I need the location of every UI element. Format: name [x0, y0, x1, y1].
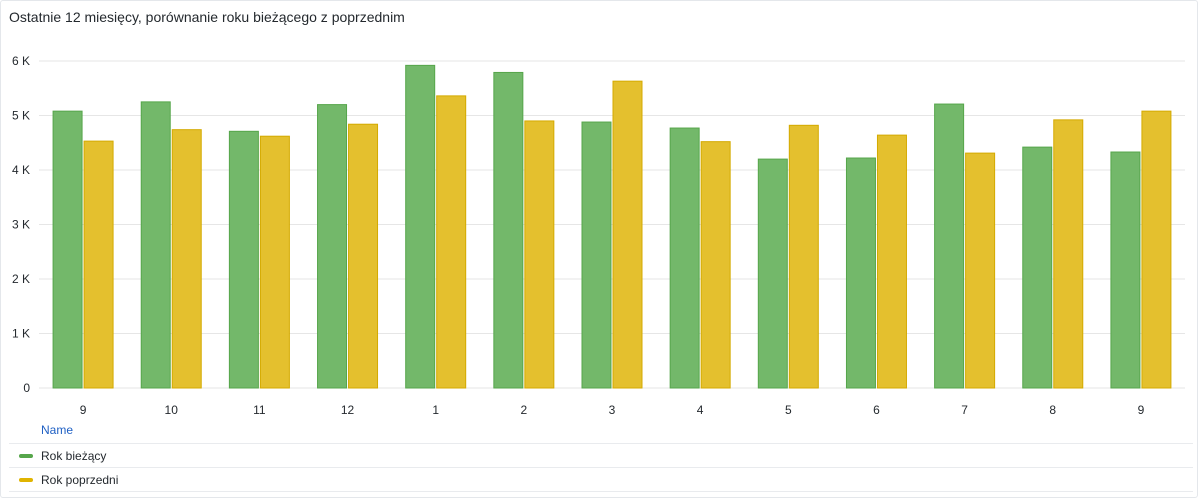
- bar-previous-year[interactable]: [965, 152, 996, 389]
- bar-previous-year[interactable]: [1141, 110, 1172, 389]
- bar-current-year[interactable]: [934, 103, 965, 389]
- y-grid: [39, 60, 1185, 389]
- bars: [52, 64, 1172, 389]
- bar-current-year[interactable]: [228, 130, 259, 389]
- bar-previous-year[interactable]: [788, 124, 819, 389]
- bar-previous-year[interactable]: [436, 95, 467, 389]
- x-tick-label: 1: [432, 403, 439, 417]
- x-tick-label: 4: [697, 403, 704, 417]
- y-tick-label: 2 K: [12, 272, 30, 286]
- bar-current-year[interactable]: [581, 121, 612, 389]
- legend-swatch: [19, 453, 33, 458]
- bar-previous-year[interactable]: [83, 140, 114, 389]
- bar-current-year[interactable]: [140, 101, 171, 389]
- legend-item-previous-year[interactable]: Rok poprzedni: [9, 467, 1193, 492]
- bar-previous-year[interactable]: [700, 141, 731, 389]
- legend-swatch: [19, 477, 33, 482]
- bar-current-year[interactable]: [757, 158, 788, 389]
- x-tick-label: 5: [785, 403, 792, 417]
- bar-current-year[interactable]: [493, 71, 524, 389]
- x-tick-label: 8: [1049, 403, 1056, 417]
- x-axis-label[interactable]: Name: [41, 423, 74, 437]
- panel-title: Ostatnie 12 miesięcy, porównanie roku bi…: [9, 9, 405, 25]
- bar-chart: 01 K2 K3 K4 K5 K6 K 9 10 11 12 1 2 3 4 5 6 7 8 9: [12, 54, 1185, 417]
- legend: Rok bieżący Rok poprzedni: [9, 443, 1193, 492]
- bar-current-year[interactable]: [845, 157, 876, 389]
- bar-previous-year[interactable]: [1053, 119, 1084, 389]
- bar-previous-year[interactable]: [876, 134, 907, 389]
- x-tick-label: 2: [521, 403, 528, 417]
- y-tick-label: 5 K: [12, 109, 30, 123]
- y-tick-label: 4 K: [12, 163, 30, 177]
- x-axis: 9 10 11 12 1 2 3 4 5 6 7 8 9: [80, 403, 1145, 417]
- y-tick-label: 3 K: [12, 218, 30, 232]
- y-axis: 0 1 K 2 K 3 K 4 K 5 K 6 K: [12, 54, 30, 395]
- bar-previous-year[interactable]: [259, 135, 290, 389]
- bar-current-year[interactable]: [405, 64, 436, 389]
- x-tick-label: 3: [609, 403, 616, 417]
- bar-current-year[interactable]: [669, 127, 700, 389]
- bar-current-year[interactable]: [317, 104, 348, 389]
- legend-label: Rok bieżący: [41, 448, 107, 463]
- y-tick-label: 0: [23, 381, 30, 395]
- x-tick-label: 10: [165, 403, 179, 417]
- x-tick-label: 7: [961, 403, 968, 417]
- y-tick-label: 6 K: [12, 54, 30, 68]
- x-tick-label: 6: [873, 403, 880, 417]
- legend-label: Rok poprzedni: [41, 472, 119, 487]
- x-tick-label: 12: [341, 403, 355, 417]
- bar-previous-year[interactable]: [348, 123, 379, 389]
- bar-previous-year[interactable]: [171, 129, 202, 389]
- bar-previous-year[interactable]: [612, 80, 643, 389]
- y-tick-label: 1 K: [12, 327, 30, 341]
- bar-current-year[interactable]: [1110, 151, 1141, 389]
- bar-current-year[interactable]: [1022, 146, 1053, 389]
- legend-item-current-year[interactable]: Rok bieżący: [9, 443, 1193, 467]
- bar-current-year[interactable]: [52, 110, 83, 389]
- x-tick-label: 9: [80, 403, 87, 417]
- x-tick-label: 9: [1138, 403, 1145, 417]
- x-tick-label: 11: [253, 403, 266, 417]
- bar-previous-year[interactable]: [524, 120, 555, 389]
